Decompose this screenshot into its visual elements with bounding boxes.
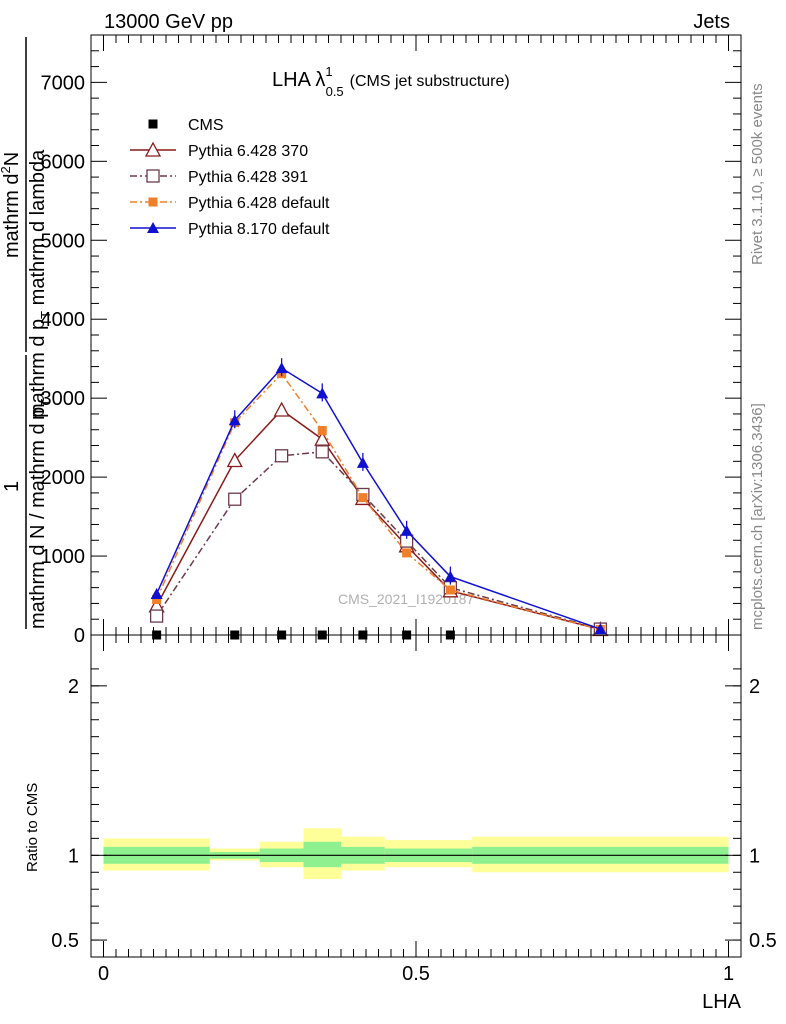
series-layer [148,358,609,640]
main-plot-panel: 0 1000 2000 3000 4000 5000 6000 7000 CMS_2021_I… [41,34,742,647]
legend-label: CMS [188,117,224,134]
title-suffix: (CMS jet substructure) [350,73,510,90]
ratio-y-tick-label: 0.5 [51,930,79,952]
ratio-y-tick-label: 1 [68,845,79,867]
process-label: Jets [693,11,730,33]
y-tick-label: 7000 [41,72,86,94]
data-point [226,452,243,468]
title-sup: 1 [325,64,332,79]
data-point [356,456,369,468]
chart-title: LHA λ1 0.5 (CMS jet substructure) [272,64,510,99]
ratio-y-axis: 0.5 0.5 1 1 2 2 [51,668,777,952]
ratio-y-label: Ratio to CMS [24,783,41,872]
legend-item: Pythia 6.428 391 [130,169,308,186]
data-point [228,414,241,426]
ratio-y-tick-label-right: 2 [749,676,760,698]
legend-item: Pythia 6.428 default [130,195,330,212]
legend-item: Pythia 6.428 370 [130,141,308,160]
legend-marker [144,141,162,157]
title-sub: 0.5 [326,84,344,99]
x-tick-label: 0 [98,963,109,985]
ratio-y-tick-label-right: 1 [749,845,760,867]
legend-marker [148,197,158,207]
data-point [228,492,242,506]
data-point [317,426,327,436]
data-point [273,401,290,417]
x-tick-label: 0.5 [402,963,430,985]
ratio-y-tick-label: 2 [68,676,79,698]
ratio-y-tick-label-right: 0.5 [749,930,777,952]
data-point [400,524,413,536]
data-point [150,587,163,599]
mcplots-label: mcplots.cern.ch [arXiv:1306.3436] [749,403,766,630]
y-tick-label: 4000 [41,309,86,331]
data-point [152,594,162,604]
legend-label: Pythia 6.428 391 [188,169,308,186]
data-point [315,445,329,459]
ylabel-den-1: mathrm d N / mathrm d pT [27,399,53,629]
series-line [155,367,601,630]
legend-label: Pythia 6.428 default [188,195,330,212]
y-tick-label: 3000 [41,388,86,410]
legend-item: CMS [148,117,224,134]
series-line [156,451,601,630]
ylabel-num-1: 1 [1,481,23,492]
legend: CMS Pythia 6.428 370 Pythia 6.428 391 Pythi… [130,117,330,238]
legend-marker [147,222,159,233]
legend-label: Pythia 6.428 370 [188,143,308,160]
x-tick-label: 1 [723,963,734,985]
ratio-band-inner [303,841,341,868]
y-tick-label: 6000 [41,151,86,173]
main-y-axis: 0 1000 2000 3000 4000 5000 6000 7000 [41,34,741,647]
y-tick-label: 5000 [41,230,86,252]
svg-text:LHA λ10.5(CMS jet substructure: LHA λ1 0.5 (CMS jet substructure) [272,64,510,99]
ratio-bands [103,828,729,880]
x-axis-label: LHA [702,991,742,1013]
data-point [594,623,607,635]
legend-marker [146,169,160,183]
title-main: LHA λ [272,69,325,91]
ratio-x-axis: 0 0.5 1 [98,635,734,985]
main-y-label: 1 mathrm d N / mathrm d pT mathrm d2N ma… [0,37,53,629]
legend-marker [148,119,158,129]
data-point [444,570,457,582]
data-point [358,493,368,503]
data-point [149,609,164,623]
series-line [155,372,601,631]
y-tick-label: 0 [74,625,85,647]
legend-label: Pythia 8.170 default [188,221,330,238]
data-point [274,449,289,463]
series-4 [150,358,607,635]
watermark: CMS_2021_I1920187 [338,591,474,607]
y-tick-label: 1000 [41,546,86,568]
data-point [275,362,288,374]
data-point [445,585,455,595]
ylabel-den-2: mathrm d pT mathrm d lambda [27,149,53,420]
energy-label: 13000 GeV pp [104,11,233,33]
y-tick-label: 2000 [41,467,86,489]
data-point [316,387,329,399]
data-point [402,548,412,558]
rivet-label: Rivet 3.1.10, ≥ 500k events [749,83,766,265]
legend-item: Pythia 8.170 default [130,221,330,238]
ylabel-num-2: mathrm d2N [0,152,23,258]
ratio-plot-panel: 0.5 0.51 12 2 0 0.5 1 Ratio to CMS LHA [24,634,777,1013]
